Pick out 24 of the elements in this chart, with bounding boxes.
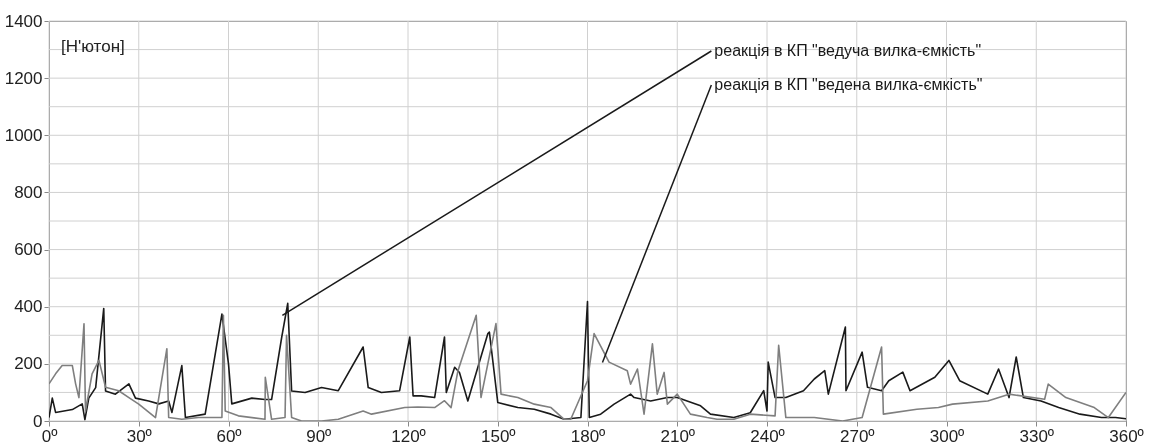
x-tick-label: 90º xyxy=(306,426,332,446)
x-tick-label: 150º xyxy=(480,426,516,446)
y-tick-label: 1000 xyxy=(4,125,43,145)
x-tick-label: 120º xyxy=(391,426,426,446)
y-tick-label: 1400 xyxy=(4,11,43,31)
x-tick-label: 270º xyxy=(839,426,875,446)
y-axis-title: [Н'ютон] xyxy=(61,37,125,56)
x-tick-label: 180º xyxy=(570,426,606,446)
x-tick-label: 330º xyxy=(1019,426,1055,446)
y-tick-label: 400 xyxy=(14,297,43,317)
y-tick-label: 200 xyxy=(14,354,43,374)
x-tick-label: 210º xyxy=(660,426,696,446)
annotation: реакція в КП "ведуча вилка-ємкість" xyxy=(714,42,982,59)
x-tick-label: 300º xyxy=(929,426,965,446)
x-tick-label: 30º xyxy=(126,426,152,446)
y-tick-label: 800 xyxy=(14,182,43,202)
x-tick-label: 0º xyxy=(41,426,58,446)
y-tick-label: 600 xyxy=(14,240,43,260)
y-tick-label: 0 xyxy=(33,411,43,431)
x-tick-label: 60º xyxy=(216,426,242,446)
annotation: реакція в КП "ведена вилка-ємкість" xyxy=(714,76,983,93)
y-tick-label: 1200 xyxy=(4,68,43,88)
x-tick-label: 240º xyxy=(750,426,785,446)
x-tick-label: 360º xyxy=(1109,426,1144,446)
